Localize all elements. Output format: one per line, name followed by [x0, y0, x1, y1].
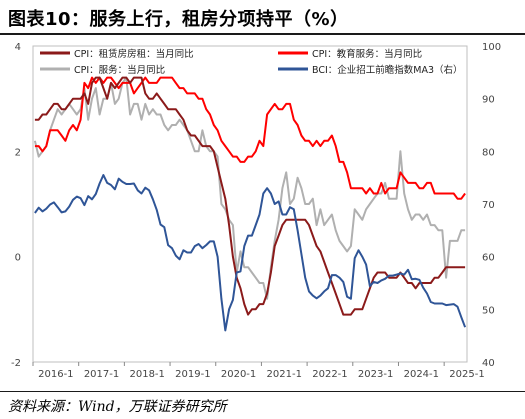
x-tick-label: 2025-1: [449, 369, 484, 380]
y-right-tick-label: 40: [482, 358, 495, 369]
x-tick-label: 2024-1: [404, 369, 439, 380]
plot-frame: [32, 45, 468, 363]
y-left-tick-label: 4: [15, 42, 21, 53]
y-right-tick-label: 70: [482, 200, 495, 211]
series-lines: [33, 76, 467, 332]
y-left-tick-label: 2: [15, 147, 21, 158]
y-right-tick-label: 60: [482, 253, 495, 264]
y-right-tick-label: 50: [482, 305, 495, 316]
y-left-tick-label: -2: [11, 358, 21, 369]
series-line-1: [34, 76, 466, 200]
chart-title: 图表10：服务上行，租房分项持平（%）: [8, 9, 349, 30]
series-line-2: [33, 76, 466, 300]
legend-label: CPI：教育服务：当月同比: [312, 48, 422, 60]
legend: CPI：租赁房房租：当月同比 CPI：教育服务：当月同比 CPI：服务：当月同比 BC…: [40, 48, 463, 76]
x-tick-label: 2017-1: [84, 369, 119, 380]
x-tick-label: 2022-1: [312, 369, 347, 380]
source-note: 资料来源：Wind，万联证券研究所: [8, 399, 227, 415]
legend-label: CPI：租赁房房租：当月同比: [74, 48, 194, 60]
y-left-tick-label: 0: [15, 253, 21, 264]
y-right-tick-label: 80: [482, 147, 495, 158]
x-tick-label: 2021-1: [267, 369, 302, 380]
x-tick-label: 2023-1: [358, 369, 393, 380]
series-line-3: [34, 174, 467, 332]
x-tick-label: 2018-1: [129, 369, 164, 380]
y-right-tick-label: 90: [482, 95, 495, 106]
legend-label: CPI：服务：当月同比: [74, 64, 165, 76]
title-divider: [0, 33, 525, 35]
x-tick-label: 2016-1: [38, 369, 73, 380]
y-right-tick-label: 100: [482, 42, 501, 53]
axes: -2 0 2 4 40 50 60 70 80 90 100 2016-1 2017-1 2018-1 20…: [11, 42, 501, 380]
plot-border: [32, 45, 468, 363]
line-chart: -2 0 2 4 40 50 60 70 80 90 100 2016-1 2017-1 2018-1 20…: [11, 42, 501, 380]
series-line-0: [34, 76, 466, 316]
x-tick-label: 2020-1: [221, 369, 256, 380]
legend-label: BCI：企业招工前瞻指数MA3（右）: [312, 64, 463, 76]
source-divider: [0, 391, 525, 392]
x-tick-label: 2019-1: [175, 369, 210, 380]
